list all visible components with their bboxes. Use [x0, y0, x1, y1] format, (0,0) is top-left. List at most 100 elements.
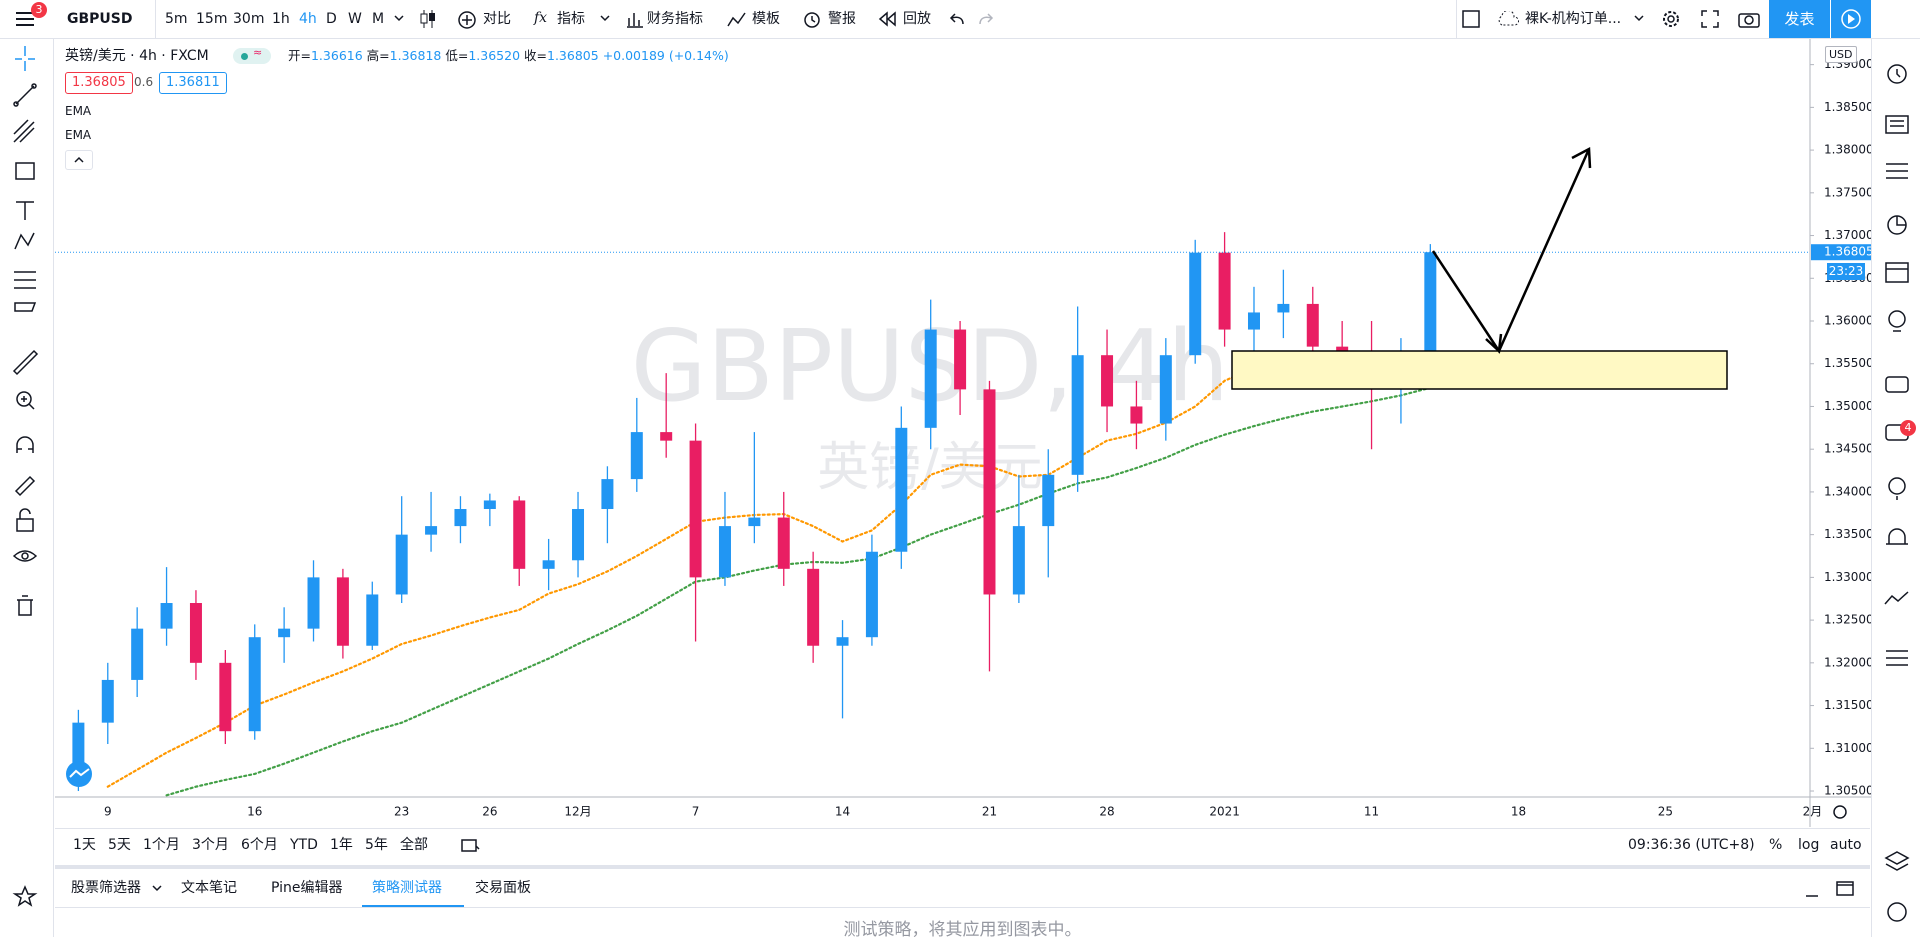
notifications-icon[interactable] [1886, 528, 1908, 545]
chart-style-icon[interactable] [418, 8, 438, 30]
collapse-legend[interactable] [65, 150, 93, 170]
layers-icon[interactable] [1884, 851, 1910, 871]
indicators-button[interactable]: 指标 [557, 11, 585, 27]
minimize-icon[interactable] [1802, 881, 1822, 901]
compare-icon[interactable] [457, 10, 477, 30]
bid-box[interactable]: 1.36805 [65, 72, 133, 94]
percent-toggle[interactable]: % [1769, 837, 1783, 853]
trend-arrow[interactable] [1431, 148, 1591, 354]
settings-icon[interactable] [1660, 8, 1682, 30]
range-button[interactable]: 3个月 [192, 837, 229, 853]
range-button[interactable]: 5年 [365, 837, 388, 853]
range-button[interactable]: 6个月 [241, 837, 278, 853]
dropdown-icon[interactable] [393, 14, 405, 24]
panel-tab[interactable]: 交易面板 [475, 880, 531, 896]
maximize-icon[interactable] [1835, 879, 1855, 899]
undo-icon[interactable] [948, 11, 966, 27]
rect-tool[interactable] [15, 162, 35, 180]
layout-icon[interactable] [1462, 10, 1480, 28]
interval[interactable]: M [372, 11, 385, 27]
prediction-tool[interactable] [14, 271, 36, 289]
range-button[interactable]: 1年 [330, 837, 353, 853]
dropdown-icon[interactable] [151, 884, 163, 894]
range-button[interactable]: YTD [290, 837, 318, 853]
range-button[interactable]: 1天 [73, 837, 96, 853]
auto-toggle[interactable]: auto [1830, 837, 1862, 853]
range-button[interactable]: 全部 [400, 837, 428, 853]
compare-button[interactable]: 对比 [483, 11, 511, 27]
interval-active[interactable]: 4h [299, 11, 317, 27]
trading-icon[interactable] [1884, 591, 1909, 605]
interval[interactable]: D [326, 11, 337, 27]
zone-rectangle[interactable] [1231, 350, 1728, 390]
interval[interactable]: 30m [233, 11, 265, 27]
panel-tab[interactable]: 文本笔记 [181, 880, 237, 896]
replay-button[interactable]: 回放 [903, 11, 931, 27]
ideas-icon[interactable] [1888, 310, 1906, 332]
play-button[interactable] [1831, 0, 1871, 38]
templates-icon[interactable] [727, 10, 747, 28]
ema-legend[interactable]: EMA [65, 128, 92, 142]
dropdown-icon[interactable] [599, 14, 611, 24]
icon-tool[interactable] [14, 302, 37, 312]
ema-legend[interactable]: EMA [65, 104, 92, 118]
status-pill[interactable]: ≈ [233, 46, 271, 64]
ask-box[interactable]: 1.36811 [159, 72, 227, 94]
order-icon[interactable] [1886, 650, 1908, 666]
interval[interactable]: 1h [272, 11, 290, 27]
trendline-tool[interactable] [13, 83, 37, 107]
snapshot-icon[interactable] [1737, 9, 1761, 29]
date-range-icon[interactable] [460, 837, 480, 855]
interval[interactable]: 15m [196, 11, 228, 27]
support-icon[interactable] [1888, 477, 1906, 500]
redo-icon[interactable] [977, 11, 995, 27]
templates-button[interactable]: 模板 [752, 11, 780, 27]
publish-button[interactable]: 发表 [1769, 0, 1830, 38]
dropdown-icon[interactable] [1633, 14, 1645, 24]
indicator-icon[interactable]: fx [534, 10, 548, 26]
cloud-icon[interactable] [1496, 11, 1522, 27]
stay-drawing-tool[interactable] [14, 475, 36, 497]
alert-icon[interactable] [802, 9, 822, 29]
panel-tab-active[interactable]: 策略测试器 [372, 880, 442, 896]
text-tool[interactable] [16, 201, 34, 220]
close-label: 收= [524, 48, 547, 63]
fullscreen-icon[interactable] [1700, 9, 1720, 29]
interval[interactable]: W [348, 11, 362, 27]
range-button[interactable]: 1个月 [143, 837, 180, 853]
lock-tool[interactable] [16, 508, 34, 532]
log-toggle[interactable]: log [1798, 837, 1820, 853]
watchlist-star[interactable] [12, 885, 38, 907]
crosshair-tool[interactable] [15, 46, 35, 71]
clock[interactable]: 09:36:36 (UTC+8) [1628, 837, 1755, 853]
magnet-tool[interactable] [16, 436, 34, 453]
x-tick-label: 9 [104, 805, 112, 819]
alerts-icon[interactable] [1887, 64, 1907, 84]
financials-icon[interactable] [626, 10, 644, 28]
zoom-tool[interactable] [16, 391, 35, 410]
currency-label[interactable]: USD [1825, 46, 1857, 63]
delete-tool[interactable] [17, 595, 33, 616]
news-icon[interactable] [1885, 115, 1909, 134]
settings-icon[interactable] [1833, 805, 1847, 819]
help-icon[interactable] [1887, 902, 1907, 922]
pattern-tool[interactable] [14, 232, 35, 250]
alert-button[interactable]: 警报 [828, 11, 856, 27]
panel-tab[interactable]: Pine编辑器 [271, 880, 343, 896]
replay-icon[interactable] [878, 11, 898, 27]
chats-icon[interactable] [1885, 376, 1909, 393]
interval[interactable]: 5m [165, 11, 188, 27]
data-window-icon[interactable] [1886, 163, 1908, 179]
drawings[interactable] [1231, 146, 1728, 390]
panel-tab[interactable]: 股票筛选器 [71, 880, 141, 896]
financials-button[interactable]: 财务指标 [647, 11, 703, 27]
calendar-icon[interactable] [1885, 262, 1909, 283]
symbol[interactable]: GBPUSD [67, 11, 133, 27]
measure-tool[interactable] [12, 349, 39, 376]
layout-name[interactable]: 裸K-机构订单... [1525, 11, 1622, 27]
logo[interactable] [66, 761, 92, 787]
hide-tool[interactable] [12, 550, 38, 562]
range-button[interactable]: 5天 [108, 837, 131, 853]
hotlist-icon[interactable] [1887, 215, 1907, 235]
fib-tool[interactable] [13, 119, 35, 143]
